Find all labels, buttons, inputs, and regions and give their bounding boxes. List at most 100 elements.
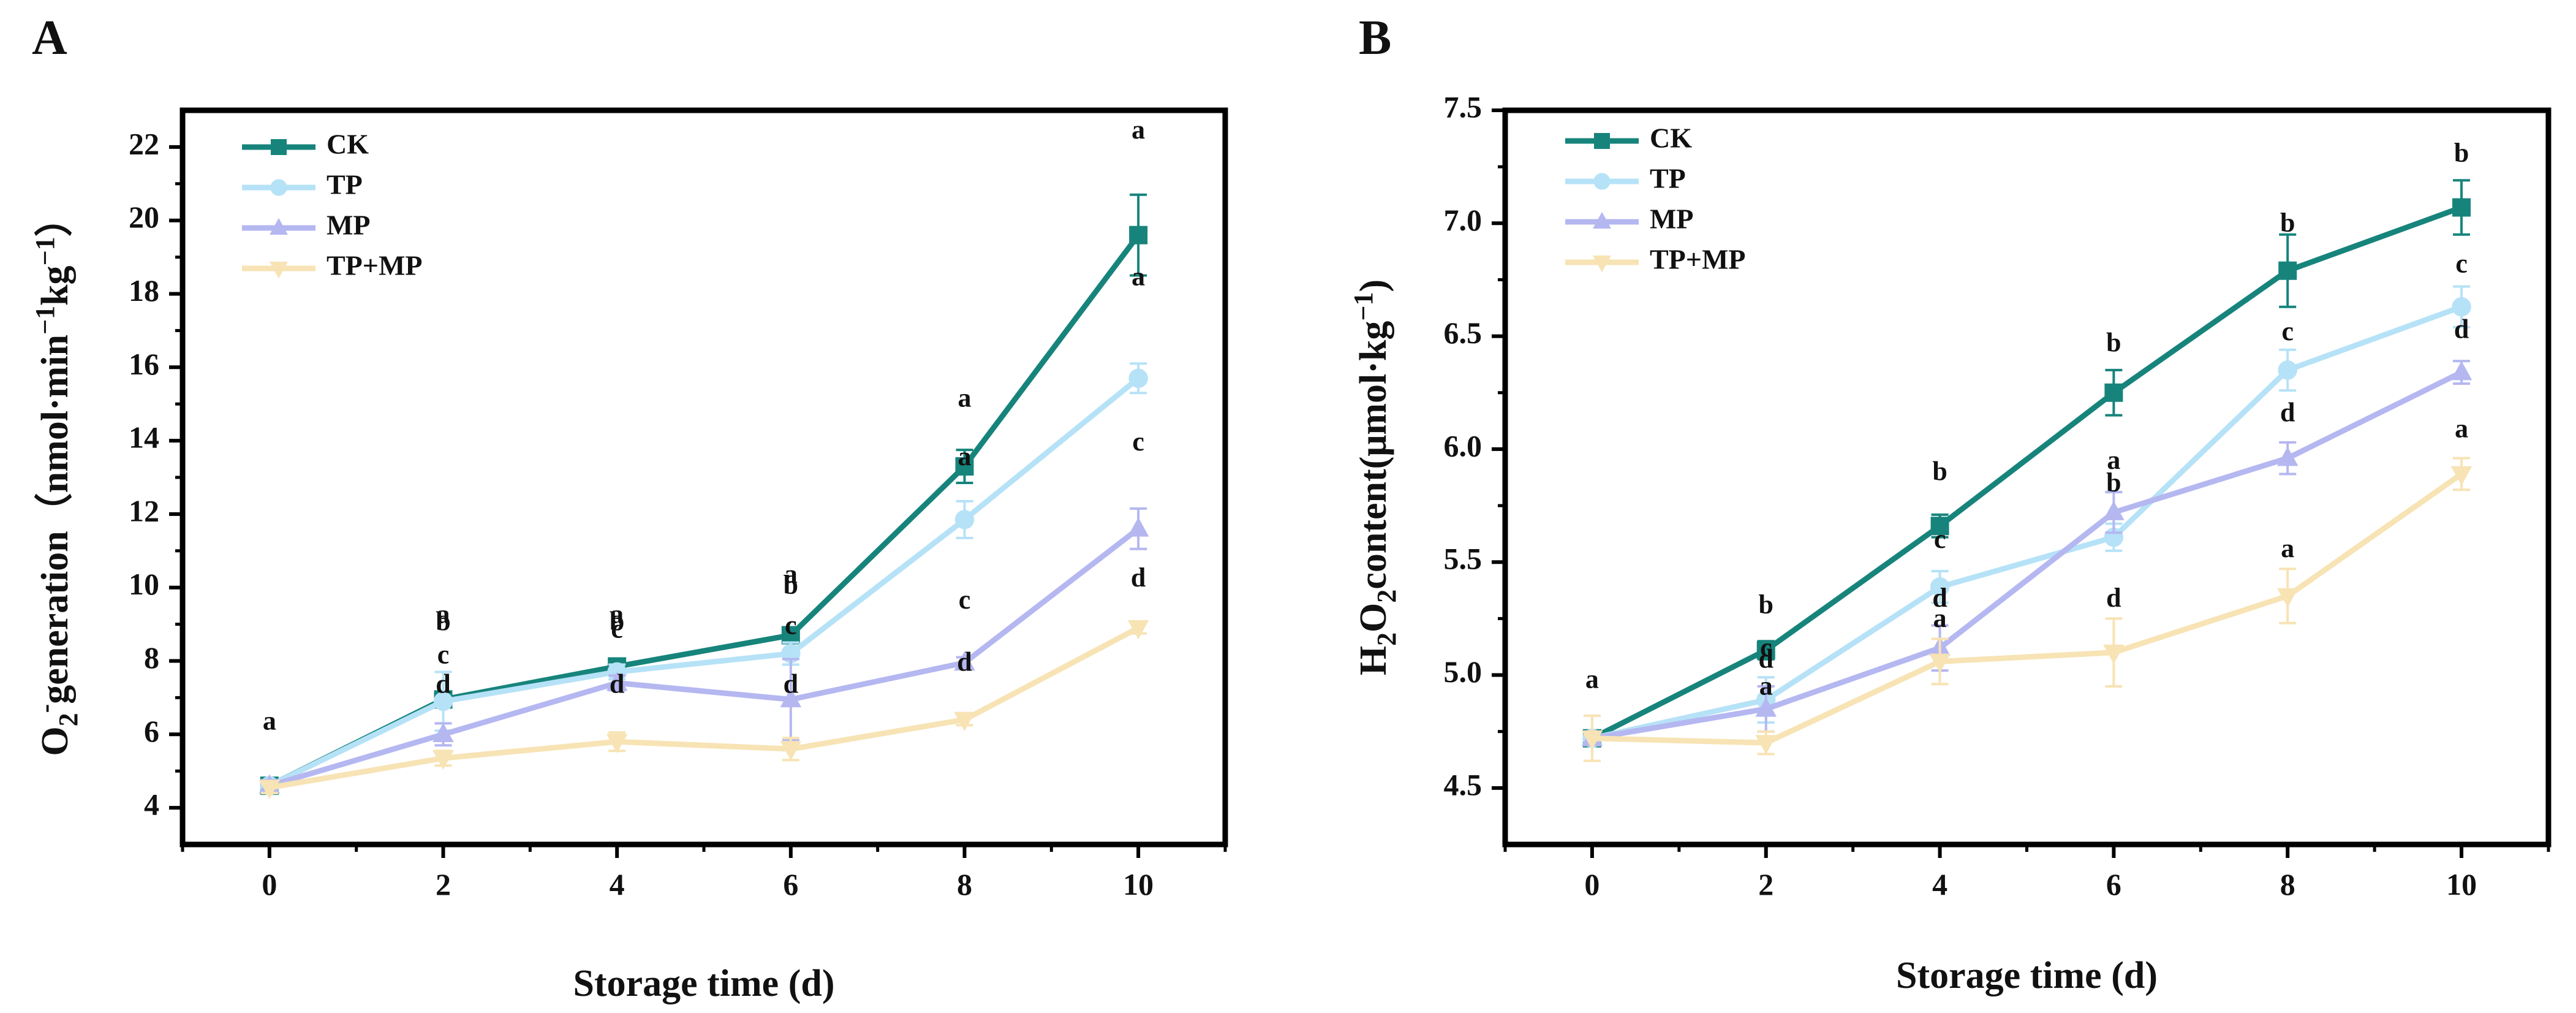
data-point	[1755, 697, 1777, 717]
legend-entry: TP+MP	[1650, 244, 1746, 275]
x-tick-label: 6	[2106, 867, 2121, 901]
y-tick-label: 7.5	[1444, 89, 1483, 124]
significance-letter: d	[2106, 583, 2121, 613]
significance-letter: b	[2280, 208, 2295, 238]
legend-swatch-marker	[1594, 133, 1610, 149]
significance-letter: d	[610, 669, 624, 699]
legend-swatch-marker	[270, 218, 288, 235]
panel-a-y-axis-label: O2-generation（nmol·min−1kg−1）	[30, 199, 83, 756]
panel-a-series-tp	[260, 362, 1148, 795]
data-point	[1128, 368, 1148, 389]
y-tick-label: 8	[144, 640, 159, 675]
significance-letter: c	[785, 610, 797, 640]
data-point	[1127, 517, 1149, 537]
significance-letter: a	[2281, 533, 2294, 563]
series-line	[268, 376, 1141, 789]
data-point	[606, 671, 628, 691]
significance-letter: b	[1932, 457, 1947, 487]
data-point	[432, 750, 454, 770]
data-point	[1127, 620, 1149, 640]
legend-swatch-marker	[1593, 211, 1611, 229]
significance-letter: c	[959, 585, 971, 615]
significance-letter: b	[784, 570, 798, 600]
panel-a-label: A	[32, 11, 67, 65]
panel-b-series-tp-mp	[1581, 457, 2472, 762]
x-tick-label: 2	[1758, 867, 1773, 901]
data-point	[955, 457, 974, 476]
y-tick-label: 14	[129, 420, 159, 455]
panel-b-y-axis-label: H2O2content(μmol·kg−1)	[1348, 279, 1402, 675]
data-point	[2277, 588, 2298, 608]
y-tick-label: 6	[144, 714, 159, 748]
legend-entry: CK	[327, 129, 369, 160]
panel-b-legend: CK TP MP TP+MP	[1565, 123, 1746, 275]
data-point	[2278, 360, 2297, 380]
data-point	[1129, 226, 1148, 245]
significance-letter: c	[1132, 427, 1144, 457]
significance-letter: b	[610, 607, 624, 637]
significance-letter: b	[1759, 590, 1773, 620]
legend-swatch-marker	[270, 261, 288, 279]
data-point	[2103, 644, 2125, 664]
y-tick-label: 7.0	[1444, 203, 1483, 237]
legend-entry: TP+MP	[327, 250, 423, 281]
data-point	[954, 510, 975, 529]
data-point	[606, 734, 628, 754]
significance-letter: d	[784, 669, 798, 699]
significance-letter: a	[784, 559, 798, 589]
significance-letter: d	[436, 669, 450, 699]
data-point	[432, 723, 454, 743]
significance-letter: c	[1760, 632, 1772, 662]
legend-swatch-marker	[1593, 255, 1611, 273]
data-point	[1755, 735, 1777, 754]
y-tick-label: 20	[129, 200, 159, 234]
panel-b-x-axis-label: Storage time (d)	[1896, 955, 2158, 996]
series-line	[1592, 471, 2463, 746]
data-point	[1930, 517, 1949, 536]
y-tick-label: 6.0	[1444, 428, 1483, 463]
legend-entry: CK	[1650, 123, 1692, 154]
x-tick-label: 4	[610, 867, 625, 901]
significance-letter: c	[2281, 316, 2294, 346]
series-line	[1591, 304, 2463, 742]
data-point	[780, 741, 802, 761]
data-point	[433, 691, 453, 711]
data-point	[2277, 446, 2298, 466]
panel-b-series-mp	[1581, 360, 2472, 746]
significance-letter: c	[2455, 248, 2468, 278]
y-tick-label: 22	[129, 126, 159, 161]
x-tick-label: 2	[436, 867, 451, 901]
significance-letter: a	[1585, 664, 1599, 694]
data-point	[259, 780, 281, 799]
y-tick-label: 4	[144, 787, 159, 822]
x-tick-label: 8	[957, 867, 972, 901]
significance-letter: c	[1934, 524, 1946, 554]
x-tick-label: 0	[1584, 867, 1600, 901]
data-point	[2104, 383, 2123, 402]
significance-letter: a	[437, 599, 450, 629]
significance-letter: c	[437, 640, 450, 670]
significance-letter: b	[2454, 138, 2469, 168]
significance-letter: d	[1932, 583, 1947, 613]
significance-letter: a	[958, 441, 972, 471]
legend-entry: MP	[327, 210, 371, 241]
data-point	[2103, 501, 2125, 520]
legend-swatch-marker	[270, 179, 287, 196]
data-point	[1581, 730, 1603, 750]
significance-letter: a	[2107, 445, 2120, 475]
y-tick-label: 6.5	[1444, 316, 1483, 350]
data-point	[2278, 261, 2297, 280]
y-tick-label: 18	[129, 273, 159, 308]
data-point	[780, 688, 802, 708]
significance-letter: a	[610, 599, 624, 629]
data-point	[2452, 198, 2471, 217]
significance-letter: b	[436, 607, 450, 637]
legend-entry: MP	[1650, 203, 1694, 235]
x-tick-label: 10	[1123, 867, 1154, 901]
legend-swatch-marker	[1593, 173, 1611, 190]
significance-letter: b	[2106, 468, 2121, 498]
data-point	[954, 711, 975, 732]
data-point	[1756, 640, 1775, 659]
